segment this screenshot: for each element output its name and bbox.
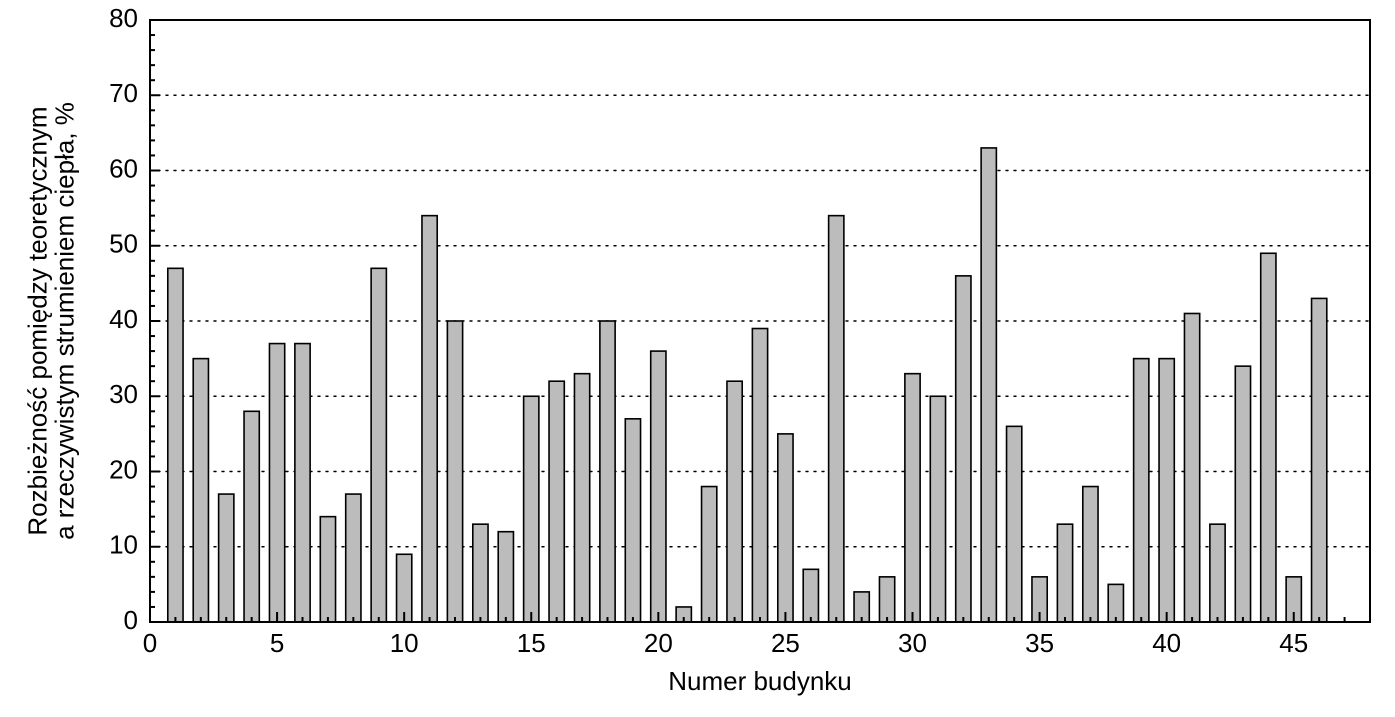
bar (930, 396, 945, 622)
x-tick-label: 45 (1279, 628, 1308, 658)
bar (829, 216, 844, 622)
bar (219, 494, 234, 622)
bar (1108, 584, 1123, 622)
bar (371, 268, 386, 622)
bar (879, 577, 894, 622)
bar (269, 344, 284, 622)
chart-svg: 0 10 20 30 40 50 60 70 80 0 5 10 15 20 25 30 35 40 45 Numer… (0, 0, 1395, 717)
bar (244, 411, 259, 622)
bar (447, 321, 462, 622)
y-tick-label: 60 (109, 153, 138, 183)
x-axis-label: Numer budynku (668, 666, 852, 696)
x-tick-label: 30 (898, 628, 927, 658)
bar (625, 419, 640, 622)
bar (524, 396, 539, 622)
bar (574, 374, 589, 622)
y-tick-label: 50 (109, 229, 138, 259)
bar (168, 268, 183, 622)
x-tick-label: 0 (143, 628, 157, 658)
bar (956, 276, 971, 622)
bar (1159, 359, 1174, 622)
bar (1261, 253, 1276, 622)
y-tick-label: 80 (109, 3, 138, 33)
bar (1057, 524, 1072, 622)
bar (549, 381, 564, 622)
x-tick-label: 5 (270, 628, 284, 658)
x-tick-label: 20 (644, 628, 673, 658)
bar (1007, 426, 1022, 622)
bar (727, 381, 742, 622)
bar (803, 569, 818, 622)
x-tick-label: 25 (771, 628, 800, 658)
bar (193, 359, 208, 622)
bar (422, 216, 437, 622)
bar (651, 351, 666, 622)
bar (1210, 524, 1225, 622)
bar (397, 554, 412, 622)
x-tick-label: 10 (390, 628, 419, 658)
x-tick-label: 35 (1025, 628, 1054, 658)
y-tick-label: 20 (109, 454, 138, 484)
y-tick-label: 10 (109, 530, 138, 560)
bar (752, 329, 767, 622)
bar (1083, 487, 1098, 622)
heat-discrepancy-bar-chart: 0 10 20 30 40 50 60 70 80 0 5 10 15 20 25 30 35 40 45 Numer… (0, 0, 1395, 717)
y-tick-label: 40 (109, 304, 138, 334)
x-tick-label: 40 (1152, 628, 1181, 658)
bar (498, 532, 513, 622)
y-tick-label: 30 (109, 379, 138, 409)
bar (1184, 313, 1199, 622)
y-tick-label: 0 (124, 605, 138, 635)
bar (981, 148, 996, 622)
y-tick-label: 70 (109, 78, 138, 108)
bar (1235, 366, 1250, 622)
bar (702, 487, 717, 622)
bar (600, 321, 615, 622)
bar (1134, 359, 1149, 622)
x-tick-label: 15 (517, 628, 546, 658)
y-axis-label: Rozbieżność pomiędzy teoretycznyma rzecz… (22, 102, 79, 540)
bar (320, 517, 335, 622)
bar (778, 434, 793, 622)
bar (473, 524, 488, 622)
bar (295, 344, 310, 622)
bar (346, 494, 361, 622)
bar (905, 374, 920, 622)
bar (1312, 298, 1327, 622)
